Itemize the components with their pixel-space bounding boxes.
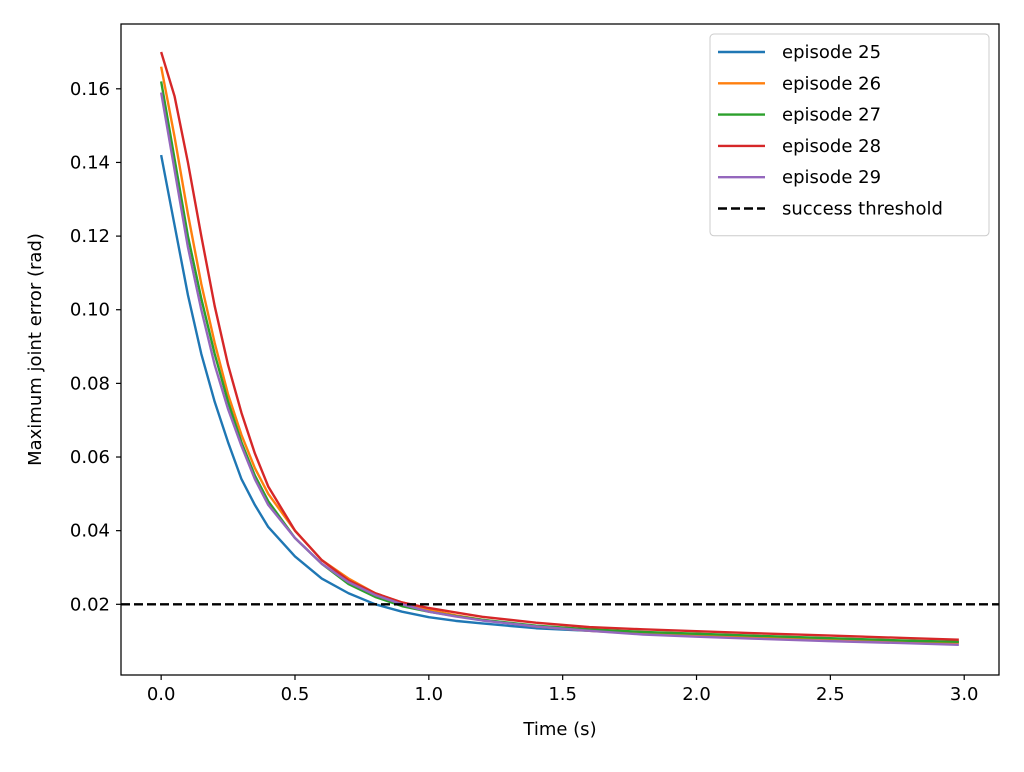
y-tick-label: 0.06 [70, 447, 110, 468]
x-axis-ticks: 0.0 0.5 1.0 1.5 2.0 2.5 3.0 [147, 675, 979, 705]
y-tick-label: 0.14 [70, 152, 110, 173]
legend-box [709, 33, 990, 237]
y-tick-label: 0.02 [70, 594, 110, 615]
y-tick-label: 0.04 [70, 521, 110, 542]
y-tick-label: 0.16 [70, 79, 110, 100]
legend-entries: episode 25 episode 26 episode 27 episode 28… [718, 42, 943, 220]
x-tick-label: 0.0 [147, 684, 176, 705]
y-tick-label: 0.10 [70, 300, 110, 321]
series-line-episode-29 [159, 92, 959, 647]
legend-label-episode-26: episode 26 [782, 73, 881, 94]
x-tick-label: 2.0 [682, 684, 711, 705]
x-tick-label: 1.0 [415, 684, 444, 705]
y-axis-ticks: 0.02 0.04 0.06 0.08 0.10 0.12 0.14 0.16 [70, 79, 121, 615]
legend: episode 25 episode 26 episode 27 episode 28… [709, 33, 990, 237]
y-axis-label: Maximum joint error (rad) [25, 233, 46, 466]
legend-label-episode-29: episode 29 [782, 167, 881, 188]
legend-label-episode-28: episode 28 [782, 136, 881, 157]
x-tick-label: 2.5 [816, 684, 845, 705]
x-axis-label: Time (s) [522, 719, 596, 740]
y-tick-label: 0.12 [70, 226, 110, 247]
y-tick-label: 0.08 [70, 373, 110, 394]
x-tick-label: 1.5 [548, 684, 577, 705]
legend-label-episode-25: episode 25 [782, 42, 881, 63]
series-line-episode-28 [160, 51, 959, 641]
legend-label-success-threshold: success threshold [782, 199, 943, 220]
x-tick-label: 3.0 [950, 684, 979, 705]
axes-frame [120, 23, 1000, 676]
legend-label-episode-27: episode 27 [782, 105, 881, 126]
plot-lines [121, 51, 999, 647]
x-tick-label: 0.5 [281, 684, 310, 705]
series-line-episode-27 [159, 81, 959, 644]
